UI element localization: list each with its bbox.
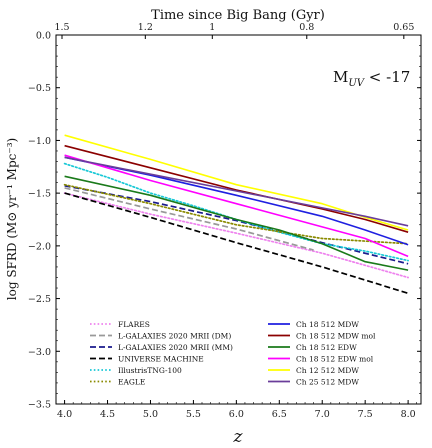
legend-label-7: Ch 18 512 MDW mol — [296, 332, 376, 341]
muv-annotation: MUV < -17 — [333, 68, 410, 89]
x-tick-label: 5.5 — [186, 409, 201, 420]
x-tick-label: 8.0 — [401, 409, 416, 420]
y-tick-label: −0.5 — [28, 83, 51, 94]
legend-label-9: Ch 18 512 EDW mol — [296, 355, 374, 364]
legend-label-3: UNIVERSE MACHINE — [118, 355, 204, 364]
series-line-1 — [64, 187, 314, 251]
series-line-2 — [64, 184, 409, 265]
top-tick-label: 1.5 — [54, 22, 69, 33]
legend-label-0: FLARES — [118, 320, 150, 329]
y-tick-label: −1.5 — [28, 189, 51, 200]
x-tick-label: 6.0 — [229, 409, 244, 420]
top-tick-label: 1 — [209, 22, 215, 33]
series-line-0 — [63, 192, 409, 279]
x-tick-label: 6.5 — [272, 409, 287, 420]
legend-label-10: Ch 12 512 MDW — [296, 366, 359, 375]
top-tick-label: 0.65 — [393, 22, 414, 33]
legend: FLARES L-GALAXIES 2020 MRII (DM) L-GALAXIE… — [90, 320, 376, 387]
top-ticks: 1.5 1.2 1 0.8 0.65 — [54, 22, 414, 39]
legend-label-11: Ch 25 512 MDW — [296, 378, 359, 387]
y-axis-title: log SFRD (M⊙ yr⁻¹ Mpc⁻³) — [5, 138, 19, 300]
legend-label-2: L-GALAXIES 2020 MRII (MM) — [118, 343, 233, 352]
x-tick-label: 4.0 — [57, 409, 72, 420]
series-line-9 — [64, 154, 409, 258]
x-tick-label: 7.5 — [358, 409, 373, 420]
top-axis-title: Time since Big Bang (Gyr) — [151, 8, 325, 23]
y-tick-label: −2.0 — [28, 241, 51, 252]
top-tick-label: 1.2 — [138, 22, 153, 33]
series-line-5 — [63, 183, 409, 245]
x-ticks: 4.0 4.5 5.0 5.5 6.0 6.5 7.0 7.5 8.0 — [57, 400, 418, 420]
y-tick-label: 0.0 — [36, 31, 51, 42]
series-line-11 — [64, 156, 409, 227]
y-ticks: 0.0 −0.5 −1.0 −1.5 −2.0 −2.5 −3.0 −3.5 — [28, 31, 421, 411]
legend-label-4: IllustrisTNG-100 — [118, 366, 182, 375]
y-tick-label: −3.0 — [28, 347, 51, 358]
series-line-10 — [64, 134, 409, 231]
x-tick-label: 4.5 — [100, 409, 115, 420]
legend-label-1: L-GALAXIES 2020 MRII (DM) — [118, 332, 231, 341]
y-tick-label: −1.0 — [28, 136, 51, 147]
series-line-8 — [64, 175, 409, 271]
x-tick-label: 5.0 — [143, 409, 158, 420]
top-tick-label: 0.8 — [299, 22, 314, 33]
legend-label-5: EAGLE — [118, 378, 145, 387]
series-line-6 — [64, 156, 409, 246]
series-layer — [63, 134, 409, 295]
x-tick-label: 7.0 — [315, 409, 330, 420]
y-tick-label: −3.5 — [28, 400, 51, 411]
series-line-3 — [64, 192, 409, 295]
y-tick-label: −2.5 — [28, 294, 51, 305]
x-axis-title: z — [233, 427, 244, 447]
legend-label-8: Ch 18 512 EDW — [296, 343, 357, 352]
legend-label-6: Ch 18 512 MDW — [296, 320, 359, 329]
